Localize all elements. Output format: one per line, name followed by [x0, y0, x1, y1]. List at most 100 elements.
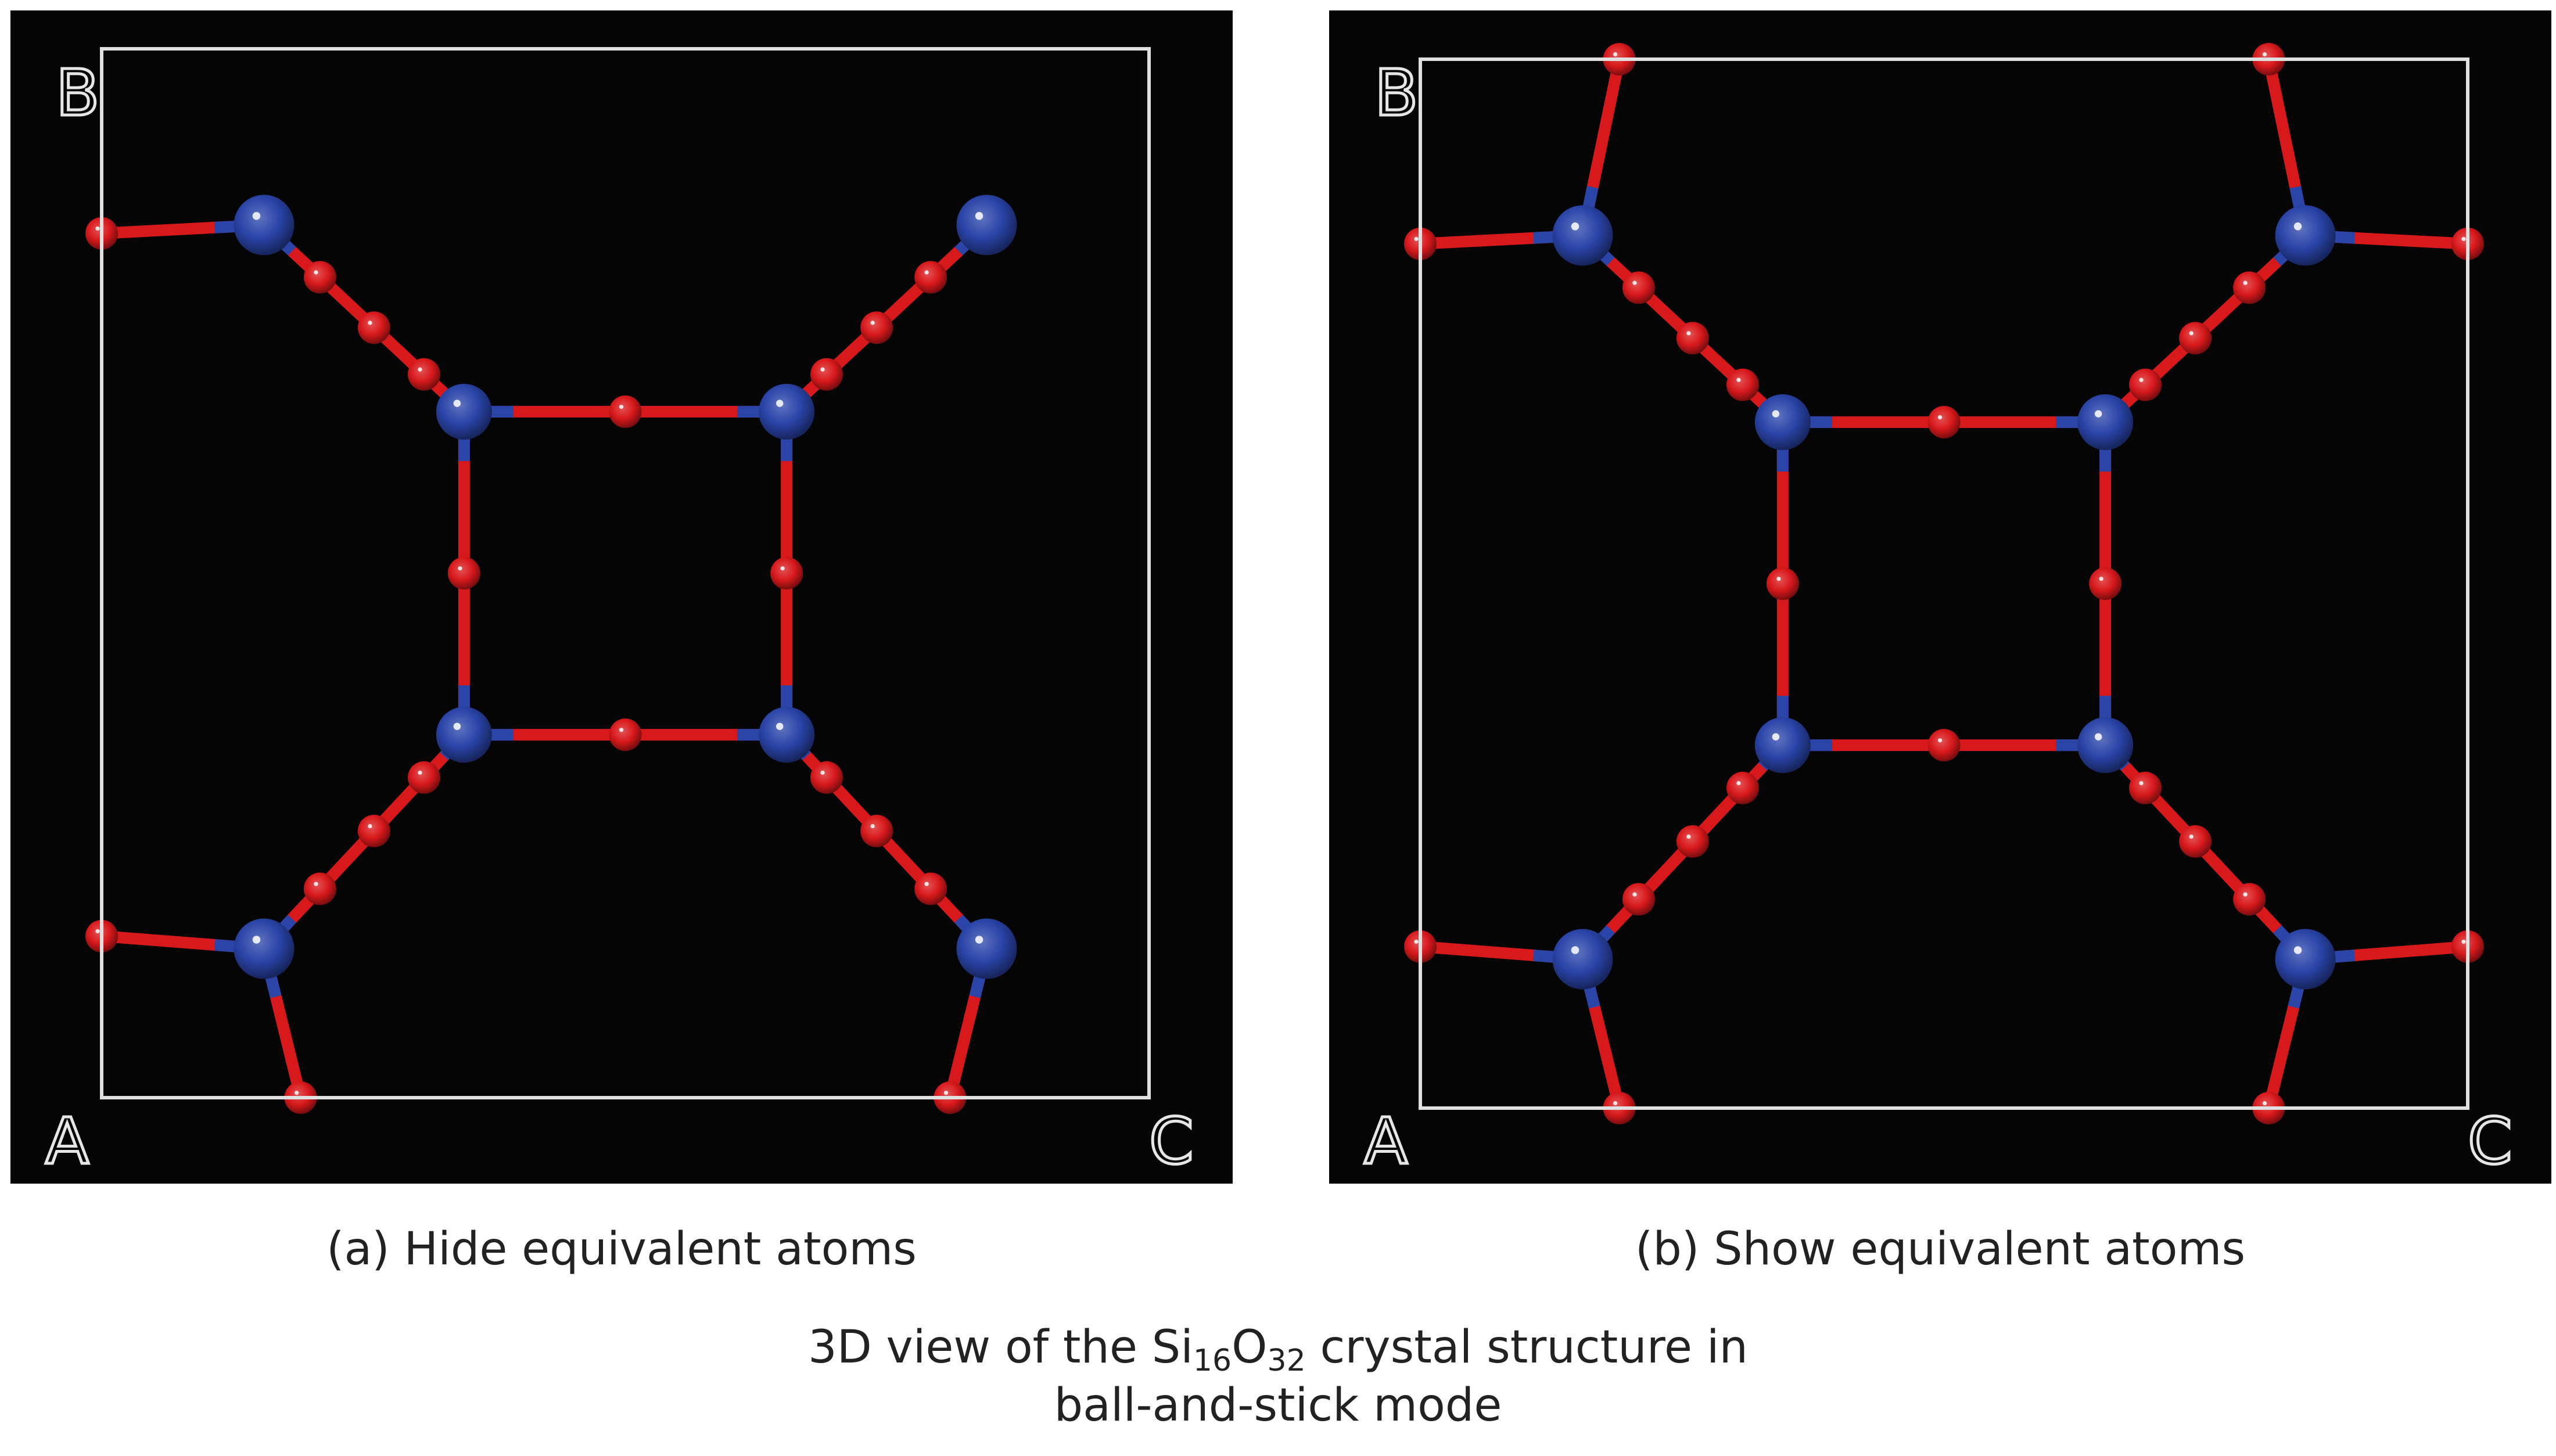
crystal-structure-view-b: B A C [1363, 43, 2514, 1180]
silicon-atom [956, 918, 1017, 979]
atom-highlight [1414, 939, 1419, 944]
silicon-atom [759, 383, 815, 440]
atom-highlight [2139, 781, 2144, 786]
atom-highlight [95, 226, 100, 231]
oxygen-atom [407, 761, 440, 794]
oxygen-atom [2129, 368, 2162, 401]
atom-highlight [619, 728, 624, 732]
crystal-structure-view-a: B A C [44, 47, 1195, 1180]
atom-highlight [1772, 410, 1780, 418]
atom-highlight [2293, 946, 2302, 954]
atom-highlight [820, 367, 825, 372]
silicon-atom [759, 707, 815, 763]
silicon-atom [436, 383, 492, 440]
atom-highlight [2099, 576, 2103, 581]
atom-highlight [1736, 781, 1741, 786]
panel-show-equivalent-atoms: B A C [1329, 10, 2551, 1184]
oxygen-atom [357, 814, 390, 847]
atom-highlight [418, 770, 422, 775]
atom-highlight [1613, 52, 1618, 57]
silicon-atom [234, 195, 295, 256]
oxygen-atom [609, 395, 642, 428]
atom-highlight [1571, 946, 1579, 954]
atom-highlight [975, 212, 983, 220]
unit-cell-frame [100, 47, 1151, 1099]
caption-prefix: 3D view of the Si [808, 1321, 1193, 1374]
atom-highlight [820, 770, 825, 775]
oxygen-atom [810, 761, 843, 794]
oxygen-atom [770, 557, 803, 589]
atom-highlight [776, 400, 784, 407]
oxygen-atom [357, 311, 390, 344]
oxygen-atom [810, 358, 843, 391]
atom-highlight [368, 824, 372, 829]
atom-highlight [924, 882, 929, 886]
silicon-atom [234, 918, 295, 979]
atom-highlight [2262, 52, 2267, 57]
oxygen-atom [1622, 271, 1655, 304]
atom-highlight [1632, 281, 1637, 285]
silicon-atom [1552, 929, 1613, 990]
atom-highlight [1632, 892, 1637, 897]
oxygen-atom [447, 557, 480, 589]
atom-highlight [924, 270, 929, 275]
oxygen-atom [860, 814, 893, 847]
figure-caption: 3D view of the Si16O32 crystal structure… [0, 1318, 2556, 1435]
oxygen-atom [407, 358, 440, 391]
axis-label-c: C [2468, 1104, 2512, 1178]
oxygen-atom [1676, 322, 1709, 355]
atom-highlight [2243, 892, 2248, 897]
oxygen-atom [1766, 567, 1799, 600]
atom-highlight [418, 367, 422, 372]
atom-highlight [1414, 236, 1419, 242]
oxygen-atom [2233, 271, 2266, 304]
oxygen-atom [1622, 883, 1655, 916]
atom-highlight [619, 404, 624, 409]
axis-label-b: B [56, 56, 99, 130]
atom-highlight [2243, 281, 2248, 285]
oxygen-atom [1676, 825, 1709, 858]
atom-highlight [1776, 576, 1781, 581]
atom-highlight [1937, 738, 1943, 743]
atoms-layer [1404, 43, 2484, 1124]
oxygen-atom [1927, 405, 1961, 438]
atom-highlight [780, 566, 785, 571]
atom-highlight [314, 882, 318, 886]
atom-highlight [2461, 236, 2466, 242]
silicon-atom [2275, 929, 2336, 990]
atom-highlight [252, 212, 261, 220]
subcaption-b: (b) Show equivalent atoms [1635, 1223, 2246, 1275]
silicon-atom [1754, 717, 1811, 774]
axis-label-a: A [45, 1104, 89, 1178]
unit-cell-frame [1419, 57, 2469, 1110]
atom-highlight [776, 722, 784, 730]
silicon-atom [2077, 394, 2134, 450]
oxygen-atom [914, 261, 947, 294]
atom-highlight [975, 936, 983, 944]
silicon-atom [2275, 205, 2336, 266]
oxygen-atom [1927, 729, 1961, 762]
oxygen-atom [1726, 771, 1759, 804]
caption-oxygen: O [1232, 1321, 1268, 1374]
figure-caption-line-2: ball-and-stick mode [1054, 1379, 1502, 1432]
atom-highlight [1613, 1101, 1618, 1106]
atom-highlight [2189, 331, 2194, 336]
atom-highlight [95, 929, 100, 934]
atom-highlight [1571, 222, 1579, 231]
oxygen-atom [303, 261, 336, 294]
oxygen-atom [303, 872, 336, 905]
atom-highlight [2293, 222, 2302, 231]
atom-highlight [2189, 834, 2194, 839]
oxygen-atom [609, 718, 642, 752]
oxygen-atom [2179, 825, 2212, 858]
atom-highlight [870, 824, 875, 829]
caption-subscript-16: 16 [1193, 1343, 1232, 1378]
atom-highlight [1937, 415, 1943, 420]
oxygen-atom [1726, 368, 1759, 401]
oxygen-atom [2129, 771, 2162, 804]
atoms-layer [85, 195, 1017, 1114]
caption-suffix: crystal structure in [1305, 1321, 1748, 1374]
atom-highlight [943, 1090, 949, 1095]
oxygen-atom [2179, 322, 2212, 355]
axis-label-b: B [1374, 56, 1418, 130]
